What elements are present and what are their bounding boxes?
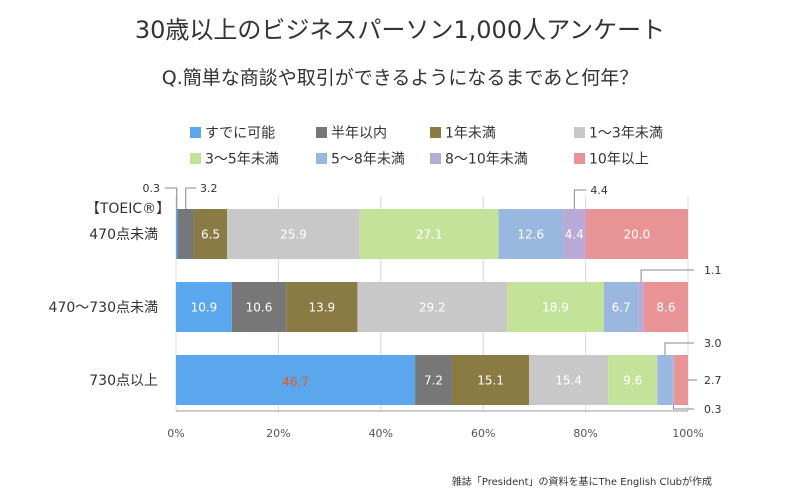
callout-line xyxy=(573,189,587,209)
bar-segment xyxy=(674,355,688,405)
bars: 470点未満 6.5 25.9 27.1 12.6 4.4 20.0 470〜730点未満 10… xyxy=(49,209,688,405)
data-label: 15.1 xyxy=(477,374,504,388)
x-tick-label: 0% xyxy=(167,427,184,440)
legend-label: 半年以内 xyxy=(331,126,387,142)
data-label: 18.9 xyxy=(542,301,569,315)
legend-label: すでに可能 xyxy=(205,126,275,142)
group-header: 【TOEIC®】 xyxy=(86,201,170,217)
bar-segment xyxy=(657,355,673,405)
bar-segment xyxy=(608,355,658,405)
callout-line xyxy=(165,187,178,209)
x-axis: 0% 20% 40% 60% 80% 100% xyxy=(167,410,704,440)
legend-label: 1年未満 xyxy=(445,126,496,142)
bar-segment xyxy=(177,209,194,259)
legend-label: 10年以上 xyxy=(589,152,649,168)
x-tick-label: 20% xyxy=(266,427,290,440)
bar-segment xyxy=(193,209,228,259)
callout-line xyxy=(664,342,694,355)
data-label: 29.2 xyxy=(419,301,446,315)
bar-segment xyxy=(227,209,360,259)
data-label: 12.6 xyxy=(517,228,544,242)
bar-segment xyxy=(498,209,564,259)
question-subtitle: Q.簡単な商談や取引ができるようになるまであと何年？ xyxy=(161,67,639,89)
callout-label: 0.3 xyxy=(704,403,722,416)
bar-segment xyxy=(415,355,452,405)
page-title: 30歳以上のビジネスパーソン1,000人アンケート xyxy=(134,16,666,44)
legend-swatch xyxy=(574,127,585,138)
legend-swatch xyxy=(574,153,585,164)
bar-segment xyxy=(176,209,178,259)
bar-segment xyxy=(507,282,604,332)
data-label: 9.6 xyxy=(623,374,642,388)
category-label: 470〜730点未満 xyxy=(49,300,158,316)
legend-swatch xyxy=(430,127,441,138)
legend-swatch xyxy=(316,127,327,138)
data-label: 20.0 xyxy=(623,228,650,242)
bar-segment xyxy=(529,355,609,405)
chart-legend: すでに可能 半年以内 1年未満 1〜3年未満 3〜5年未満 5〜8年未満 8〜10年未満 10… xyxy=(190,126,663,168)
data-label: 27.1 xyxy=(416,228,443,242)
data-label: 10.9 xyxy=(191,301,218,315)
data-label: 6.5 xyxy=(201,228,220,242)
callouts: 0.3 3.2 4.4 1.1 3.0 2.7 0.3 xyxy=(143,182,722,416)
callout-label: 3.2 xyxy=(200,182,218,195)
bar-segment xyxy=(638,282,644,332)
data-label: 25.9 xyxy=(280,228,307,242)
bar-segment xyxy=(357,282,508,332)
callout-label: 1.1 xyxy=(704,264,722,277)
callout-label: 3.0 xyxy=(704,337,722,350)
callout-label: 4.4 xyxy=(590,184,608,197)
legend-label: 3〜5年未満 xyxy=(205,152,279,168)
bar-segment xyxy=(643,282,688,332)
legend-label: 1〜3年未満 xyxy=(589,126,663,142)
callout-line xyxy=(185,187,196,209)
callout-line xyxy=(640,269,694,282)
data-label: 46.7 xyxy=(282,375,309,389)
callout-label: 0.3 xyxy=(143,182,161,195)
data-label: 4.4 xyxy=(565,228,584,242)
bar-segment xyxy=(585,209,688,259)
bar-segment xyxy=(603,282,639,332)
legend-swatch xyxy=(430,153,441,164)
legend-label: 8〜10年未満 xyxy=(445,152,528,168)
data-label: 10.6 xyxy=(246,301,273,315)
bar-segment xyxy=(231,282,287,332)
bar-segment xyxy=(286,282,358,332)
data-label: 8.6 xyxy=(656,301,675,315)
legend-swatch xyxy=(316,153,327,164)
category-label: 730点以上 xyxy=(89,373,158,389)
x-tick-label: 40% xyxy=(369,427,393,440)
legend-swatch xyxy=(190,127,201,138)
bar-segment xyxy=(672,355,675,405)
x-tick-label: 80% xyxy=(573,427,597,440)
bar-segment xyxy=(176,282,232,332)
x-tick-label: 60% xyxy=(471,427,495,440)
bar-segment xyxy=(359,209,499,259)
data-label: 6.7 xyxy=(612,301,631,315)
legend-label: 5〜8年未満 xyxy=(331,152,405,168)
bar-segment xyxy=(451,355,530,405)
callout-label: 2.7 xyxy=(704,374,722,387)
bar-segment xyxy=(563,209,586,259)
category-label: 470点未満 xyxy=(89,227,158,243)
x-tick-label: 100% xyxy=(672,427,703,440)
data-label: 13.9 xyxy=(308,301,335,315)
bar-segment xyxy=(176,355,416,405)
data-label: 7.2 xyxy=(424,374,443,388)
data-label: 15.4 xyxy=(555,374,582,388)
callout-line xyxy=(672,405,694,410)
source-note: 雑誌「President」の資料を基にThe English Clubが作成 xyxy=(451,477,712,488)
legend-swatch xyxy=(190,153,201,164)
